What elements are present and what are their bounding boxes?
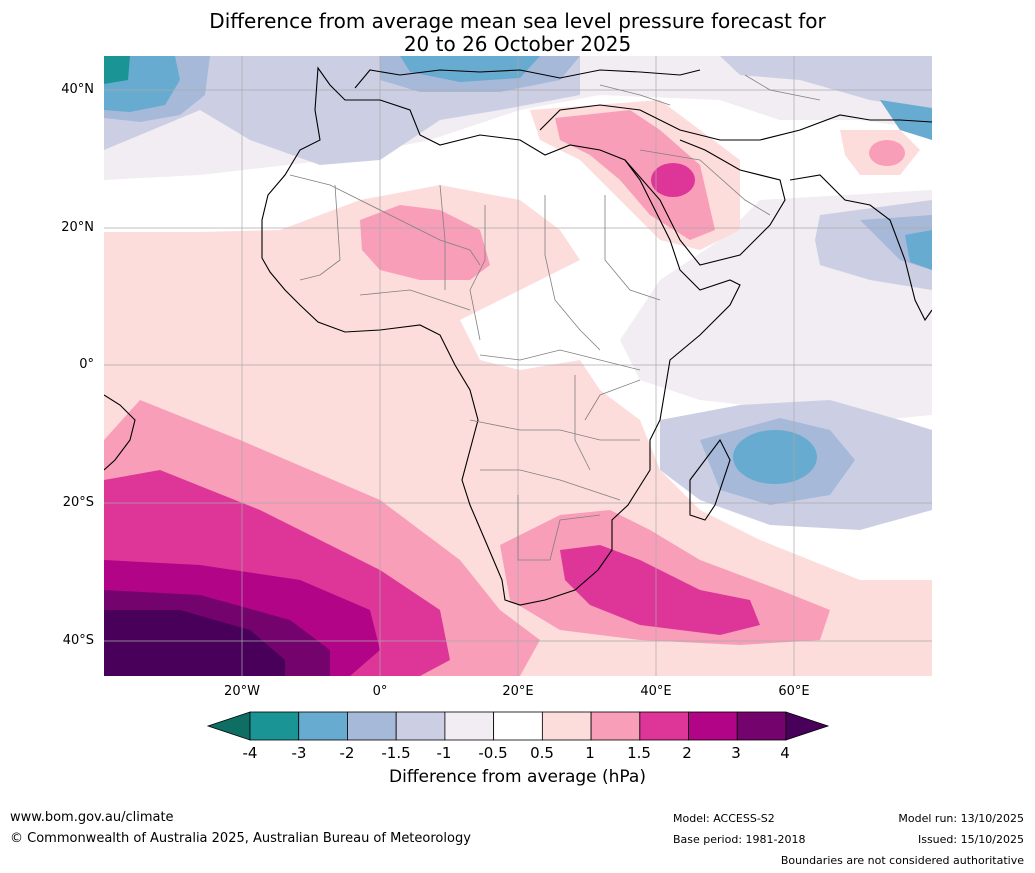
colorbar-tick: 0.5 [530, 744, 554, 762]
footer-model: Model: ACCESS-S2 [673, 812, 775, 825]
field-pos-1-egypt-arabia [555, 110, 715, 240]
colorbar-tick: -3 [291, 744, 307, 762]
lon-label-60E: 60°E [778, 684, 810, 699]
field-neg-2-med [400, 56, 540, 82]
colorbar-cell [639, 711, 689, 741]
country-boundaries [289, 74, 821, 561]
colorbar-cell [493, 711, 543, 741]
map-title-line2: 20 to 26 October 2025 [403, 32, 632, 56]
colorbar-tick: -1 [436, 744, 452, 762]
footer-url[interactable]: www.bom.gov.au/climate [10, 810, 174, 825]
lon-label-20E: 20°E [502, 684, 534, 699]
colorbar-tick: -0.5 [478, 744, 508, 762]
colorbar-cell [347, 711, 397, 741]
colorbar-title: Difference from average (hPa) [389, 767, 646, 787]
colorbar-cell [444, 711, 495, 741]
colorbar-tick: 1.5 [627, 744, 651, 762]
colorbar-tick: 3 [731, 744, 741, 762]
footer-copyright: © Commonwealth of Australia 2025, Austra… [10, 831, 471, 846]
field-pos-1.5-arabia [651, 163, 695, 197]
coastlines [104, 66, 932, 606]
field-neg-2-south-indian [733, 430, 817, 484]
lon-label-40E: 40°E [640, 684, 672, 699]
colorbar-tick: -4 [242, 744, 258, 762]
map-title-line1: Difference from average mean sea level p… [209, 9, 826, 33]
colorbar-extend-low [206, 711, 251, 741]
colorbar-cell [395, 711, 446, 741]
lon-label-0: 0° [372, 684, 388, 699]
colorbar-tick: -1.5 [381, 744, 411, 762]
colorbar-tick: 1 [585, 744, 595, 762]
colorbar-cell [736, 711, 787, 741]
footer-model-run: Model run: 13/10/2025 [898, 812, 1024, 825]
colorbar-cell [541, 711, 592, 741]
lat-label-40N: 40°N [61, 82, 94, 97]
lat-label-20N: 20°N [61, 220, 94, 235]
field-neg-3-west [104, 56, 130, 84]
lat-label-40S: 40°S [62, 633, 94, 648]
field-neg-1-northeast [720, 56, 932, 110]
lon-label-20W: 20°W [224, 684, 260, 699]
field-pos-1.5-south-africa [560, 545, 760, 635]
colorbar-cell [590, 711, 641, 741]
lat-label-20S: 20°S [62, 495, 94, 510]
field-neg-2-arabian [905, 230, 932, 270]
field-pos-1-iran [869, 140, 905, 166]
colorbar-cell [298, 711, 348, 741]
colorbar-cell [249, 711, 300, 741]
colorbar [206, 711, 830, 741]
footer-issued: Issued: 15/10/2025 [917, 833, 1024, 846]
colorbar-extend-high [785, 711, 830, 741]
field-pos-1-sahara [360, 205, 490, 280]
colorbar-tick: 4 [780, 744, 790, 762]
colorbar-tick: -2 [339, 744, 355, 762]
field-pos-4-atlantic [104, 610, 285, 676]
footer-disclaimer: Boundaries are not considered authoritat… [780, 854, 1024, 867]
lat-label-0: 0° [79, 357, 94, 372]
colorbar-tick: 2 [682, 744, 692, 762]
colorbar-cell [688, 711, 738, 741]
footer-base-period: Base period: 1981-2018 [673, 833, 806, 846]
